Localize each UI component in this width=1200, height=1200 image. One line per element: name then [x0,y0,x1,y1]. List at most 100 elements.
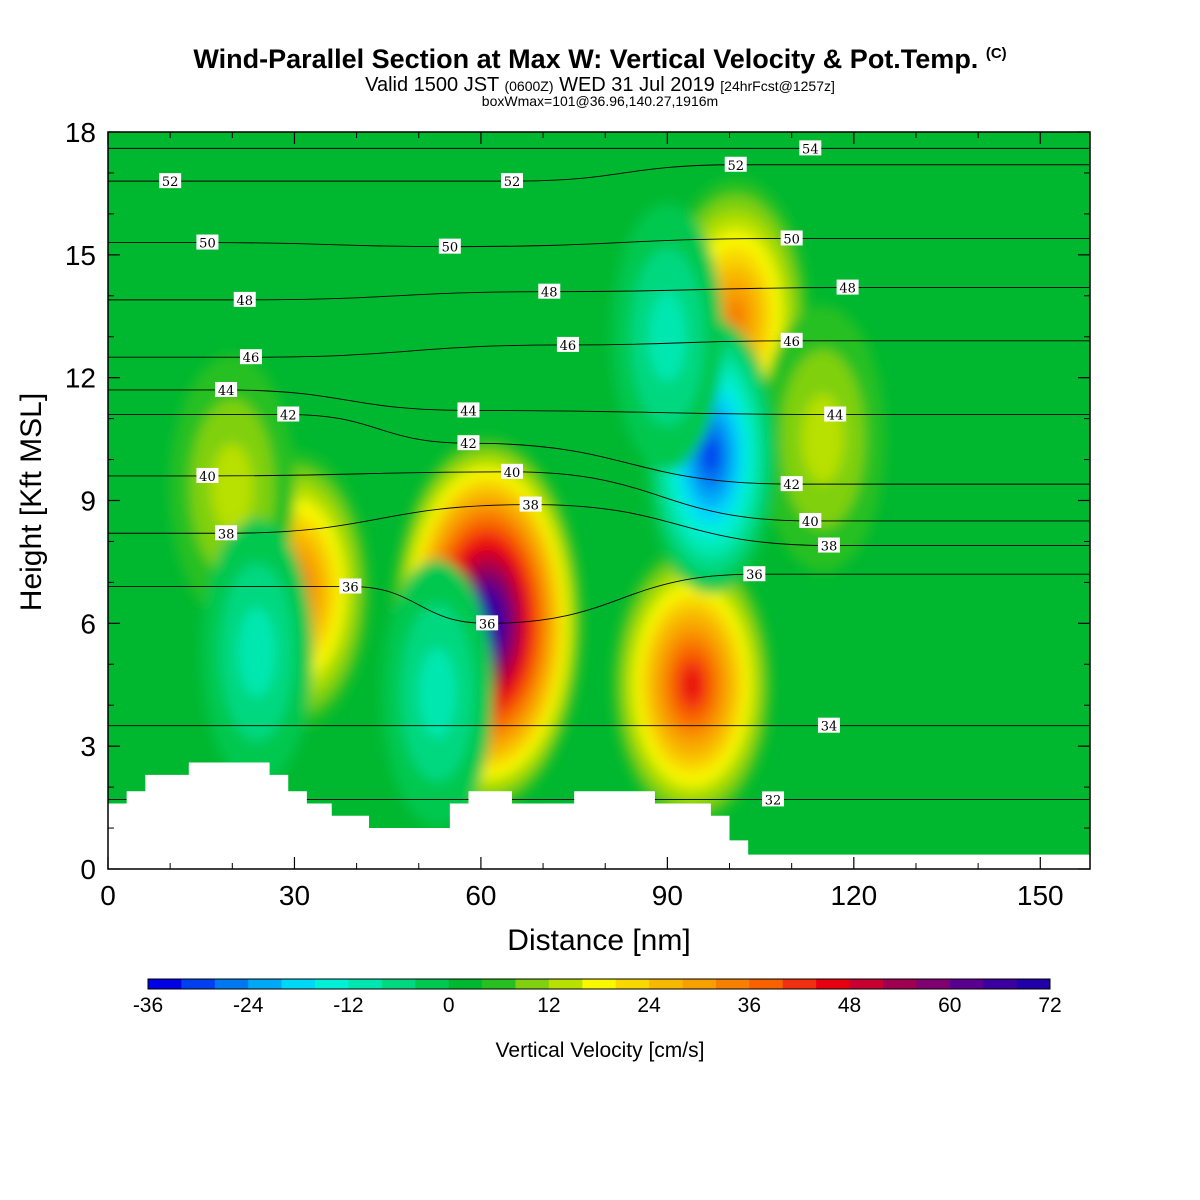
x-tick-label: 0 [100,880,116,911]
contour-label-box [215,525,238,541]
colorbar-swatch [482,979,516,989]
forecast-info: [24hrFcst@1257z] [720,78,835,94]
colorbar-tick-label: 48 [838,994,861,1017]
downdraft-cell [702,438,720,473]
contour-label-box [233,291,256,307]
contour-label: 42 [780,476,803,493]
contour-label-box [817,717,840,733]
contour-label: 38 [519,496,542,514]
colorbar-tick-label: -24 [233,994,264,1017]
contour-label-box [799,140,822,156]
contour-label-text: 38 [218,527,235,542]
contour-label-box [500,173,523,189]
contour-label-box [438,238,461,254]
contour-label-box [215,381,238,397]
contour-label: 38 [817,537,840,555]
contour-label-text: 40 [504,466,521,481]
contour-label: 36 [339,578,362,595]
colorbar-swatch [148,979,182,989]
colorbar-swatch [515,979,550,989]
colorbar-swatch [181,979,216,989]
title-text: Wind-Parallel Section at Max W: Vertical… [193,44,979,74]
colorbar-tick-label: 36 [738,994,761,1017]
colorbar-swatch [816,979,851,989]
contour-label-text: 50 [783,232,800,247]
contour-label-text: 44 [218,384,235,399]
contour-label-text: 34 [821,720,838,735]
contour-label: 36 [743,566,766,583]
contour-label-box [538,283,561,299]
contour-label: 48 [233,291,256,309]
contour-label: 50 [780,230,803,247]
contour-label-text: 50 [442,241,459,256]
contour-label-box [836,279,859,295]
colorbar-swatch [415,979,450,989]
contour-label-box [457,402,480,418]
theta-contour-line [108,573,1090,624]
contour-label-box [339,578,362,594]
contour-label-box [724,156,747,172]
colorbar-tick-label: 72 [1038,994,1061,1017]
contour-label: 46 [239,349,262,366]
contour-label: 32 [762,791,785,808]
contour-label: 48 [836,279,859,297]
colorbar-swatch [214,979,249,989]
y-tick-label: 15 [65,240,96,271]
contour-label-box [239,349,262,365]
colorbar-swatch [849,979,884,989]
chart-subtitle: Valid 1500 JST (0600Z) WED 31 Jul 2019 [… [0,74,1200,97]
downdraft-cell [238,607,276,697]
y-tick-label: 18 [65,117,96,148]
contour-label-box [196,234,219,250]
contour-label: 54 [799,140,822,157]
y-tick-label: 3 [80,731,96,762]
contour-label-box [824,406,847,422]
contour-label-text: 46 [243,351,260,366]
colorbar-swatch [548,979,583,989]
contour-label-text: 52 [162,175,179,190]
colorbar-swatch [1016,979,1051,989]
updraft-cell [684,672,700,698]
colorbar-tick-label: -12 [333,994,363,1017]
colorbar-swatch [381,979,416,989]
colorbar-swatch [916,979,951,989]
contour-label: 48 [538,283,561,301]
contour-label-text: 40 [802,515,819,530]
x-tick-label: 120 [830,880,877,911]
contour-label-box [780,476,803,492]
valid-prefix: Valid 1500 JST [365,74,499,96]
contour-label-text: 42 [783,478,800,493]
colorbar-swatch [348,979,383,989]
contour-label-text: 38 [821,540,838,555]
contour-label-text: 42 [460,437,477,452]
contour-label: 52 [724,156,747,174]
contour-label-text: 48 [236,294,253,309]
valid-date: WED 31 Jul 2019 [559,74,715,96]
contour-label: 42 [277,406,300,424]
contour-label: 52 [500,173,523,190]
contour-label-text: 52 [504,175,521,190]
colorbar: -36 -24 -12 0 12 24 36 48 60 72 [133,978,1062,1017]
colorbar-swatch [782,979,817,989]
contour-label: 46 [780,332,803,350]
contour-label-text: 42 [280,409,297,424]
terrain-mask [108,762,1090,869]
contour-label-box [743,566,766,582]
colorbar-tick-label: 12 [537,994,560,1017]
x-tick-label: 90 [652,880,683,911]
terrain [108,762,1090,869]
x-tick-label: 150 [1017,880,1064,911]
contour-label-text: 46 [783,335,800,350]
y-tick-label: 6 [80,608,96,639]
contour-label-text: 50 [199,237,216,252]
colorbar-swatch [315,979,349,989]
contour-label: 42 [457,435,480,452]
contour-label-box [196,467,219,483]
contour-label-box [476,615,499,631]
x-tick-label: 30 [279,880,310,911]
updraft-cell [211,443,254,533]
colorbar-tick-label: 24 [637,994,661,1017]
y-tick-label: 0 [80,854,96,885]
contour-label-box [556,336,579,352]
